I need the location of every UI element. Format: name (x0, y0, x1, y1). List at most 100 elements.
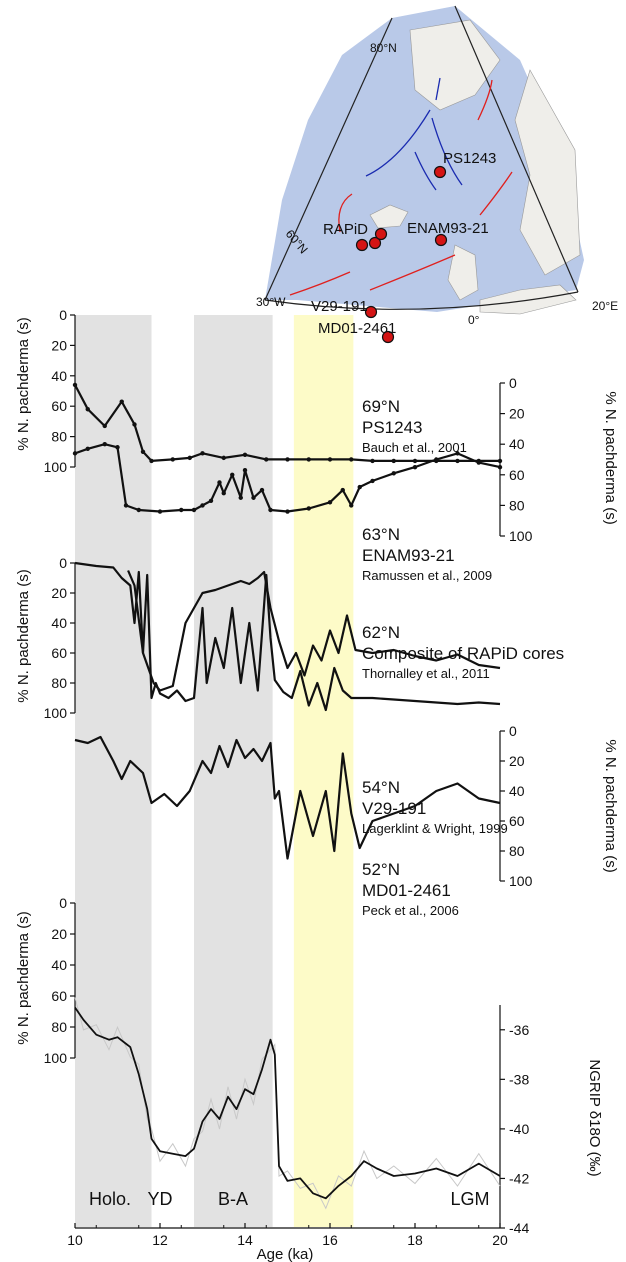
data-point-1-2 (102, 442, 107, 447)
site-marker-md01-2461 (381, 330, 395, 344)
series-line-6-0 (74, 1006, 501, 1200)
data-point-0-7 (170, 457, 175, 462)
site-reference-0: Bauch et al., 2001 (362, 440, 467, 455)
y-tick-label-6-1: -38 (509, 1071, 529, 1087)
data-point-0-9 (200, 451, 205, 456)
series-line-1-0 (74, 443, 501, 513)
y-tick-label-0-0: 0 (59, 307, 67, 323)
series-line-2-0 (74, 561, 501, 712)
data-point-1-19 (285, 509, 290, 514)
data-point-1-16 (251, 495, 256, 500)
y-tick-label-0-2: 40 (51, 368, 67, 384)
x-tick-label-0: 10 (67, 1232, 83, 1248)
warm-currents (289, 79, 513, 296)
y-tick-label-1-1: 20 (509, 406, 525, 422)
data-point-1-28 (434, 457, 439, 462)
y-tick-label-2-2: 40 (51, 615, 67, 631)
y-axis-label-1: % N. pachderma (s) (602, 391, 619, 524)
data-point-0-6 (149, 458, 154, 464)
x-tick-label-1: 12 (152, 1232, 168, 1248)
map-sea (265, 6, 584, 312)
y-tick-label-1-4: 80 (509, 497, 525, 513)
interval-labels: Holo. YD B-A LGM (89, 1189, 490, 1209)
map-land-europe (479, 284, 577, 315)
y-tick-label-0-5: 100 (44, 459, 68, 475)
y-tick-label-1-0: 0 (509, 375, 517, 391)
y-tick-label-1-5: 100 (509, 528, 533, 544)
interval-label-0: Holo. (89, 1189, 131, 1209)
data-point-0-3 (119, 399, 124, 404)
data-point-1-18 (268, 507, 273, 513)
y-tick-label-1-3: 60 (509, 467, 525, 483)
site-core-0: PS1243 (362, 418, 423, 437)
y-tick-label-5-0: 0 (59, 895, 67, 911)
data-point-0-14 (306, 457, 311, 462)
y-axis-label-6: NGRIP δ18O (‰) (586, 1059, 603, 1176)
site-latitude-5: 52°N (362, 860, 400, 879)
data-point-1-15 (242, 468, 248, 473)
y-tick-label-6-2: -40 (509, 1121, 529, 1137)
site-marker-rapid-1 (355, 238, 369, 252)
y-tick-label-5-5: 100 (44, 1050, 68, 1066)
map-sites: PS1243 RAPiD ENAM93-21 V29-191 MD01-2461 (311, 150, 496, 344)
data-point-0-10 (221, 455, 226, 461)
data-point-1-11 (217, 480, 222, 485)
panel-2: 0 20 40 60 80 100 % N. pachderma (s) 63°N ENAM93… (15, 525, 501, 721)
panel-5: 0 20 40 60 80 100 % N. pachderma (s) 52°N MD01-2… (15, 860, 459, 1066)
x-tick-label-5: 20 (492, 1232, 508, 1248)
site-label-rapid: RAPiD (323, 221, 368, 238)
site-latitude-2: 63°N (362, 525, 400, 544)
data-point-1-20 (306, 506, 311, 511)
panel-4: 0 20 40 60 80 100 % N. pachderma (s) 54°N V29-19… (74, 723, 619, 889)
panel-3: 62°N Composite of RAPiD cores Thornalley e… (127, 570, 564, 692)
data-point-0-15 (327, 457, 333, 462)
interval-label-3: LGM (450, 1189, 489, 1209)
y-tick-label-2-4: 80 (51, 675, 67, 691)
data-point-1-6 (157, 509, 163, 514)
x-tick-label-3: 16 (322, 1232, 338, 1248)
data-point-1-0 (72, 451, 78, 456)
interval-label-2: B-A (218, 1189, 248, 1209)
data-point-1-25 (370, 478, 375, 484)
y-tick-label-1-2: 40 (509, 436, 525, 452)
data-point-1-23 (349, 503, 354, 508)
cold-currents (365, 77, 463, 191)
site-core-5: MD01-2461 (362, 881, 451, 900)
y-tick-label-6-0: -36 (509, 1022, 529, 1038)
location-map: 80°N 60°N 30°W 0° 20°E PS1243 RAPiD ENAM… (256, 5, 618, 344)
data-point-1-31 (497, 464, 503, 470)
y-tick-label-4-1: 20 (509, 753, 525, 769)
y-tick-label-4-4: 80 (509, 843, 525, 859)
interval-band-3 (293, 315, 354, 1227)
x-tick-label-2: 14 (237, 1232, 253, 1248)
data-point-0-0 (72, 382, 78, 388)
site-core-2: ENAM93-21 (362, 546, 455, 565)
data-point-0-12 (264, 457, 269, 462)
y-tick-label-4-5: 100 (509, 873, 533, 889)
data-point-1-7 (179, 507, 184, 513)
map-land-greenland (409, 19, 501, 111)
data-point-0-11 (242, 452, 248, 458)
data-point-1-30 (476, 460, 481, 465)
data-point-1-26 (391, 471, 396, 476)
y-tick-label-4-0: 0 (509, 723, 517, 739)
data-point-1-3 (115, 445, 120, 450)
y-tick-label-5-4: 80 (51, 1019, 67, 1035)
lon-label-20e: 20°E (592, 299, 618, 313)
y-tick-label-2-5: 100 (44, 705, 68, 721)
panel-1: 0 20 40 60 80 100 % N. pachderma (s) (72, 375, 619, 544)
age-axis: 10 12 14 16 18 20 Age (ka) (67, 1223, 508, 1262)
site-label-v29-191: V29-191 (311, 298, 368, 315)
series-line-4-0 (74, 735, 501, 860)
data-point-1-9 (200, 503, 205, 508)
y-tick-label-2-0: 0 (59, 555, 67, 571)
map-outline (264, 5, 579, 310)
y-tick-label-6-3: -42 (509, 1170, 529, 1186)
data-point-0-1 (85, 407, 90, 412)
data-point-1-29 (455, 451, 460, 456)
site-core-4: V29-191 (362, 799, 426, 818)
data-point-0-8 (187, 455, 192, 461)
y-tick-label-5-3: 60 (51, 988, 67, 1004)
data-point-1-12 (221, 490, 226, 496)
